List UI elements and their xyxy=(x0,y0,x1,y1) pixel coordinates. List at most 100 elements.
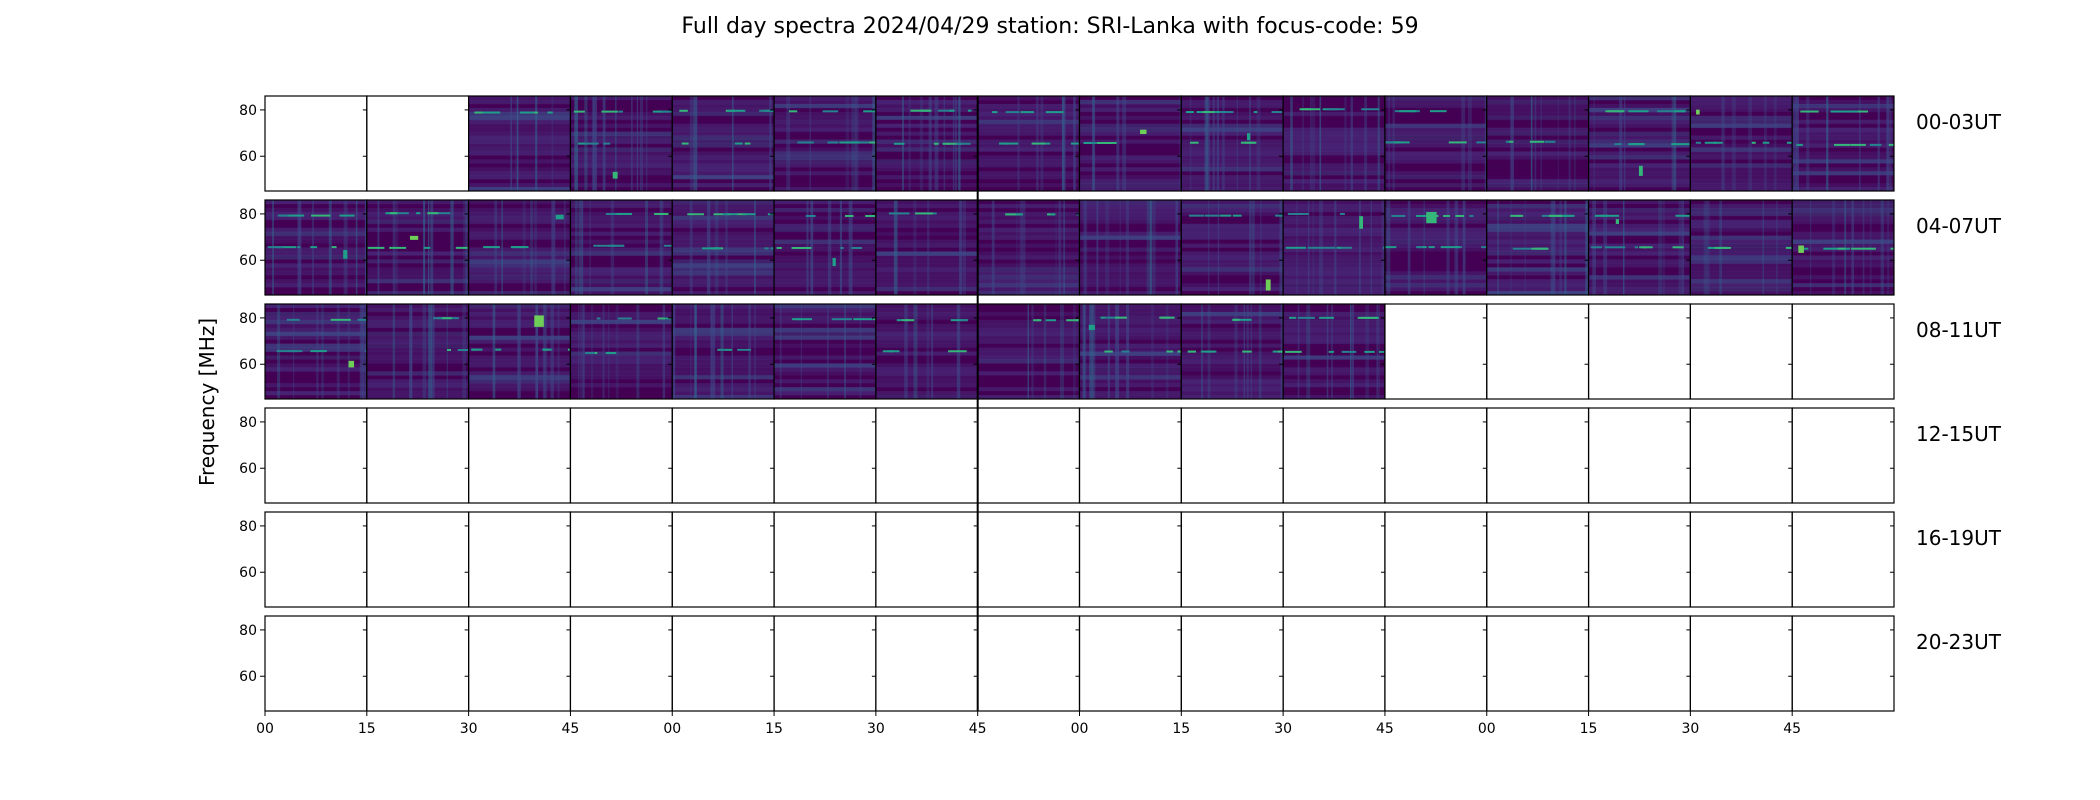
heatmap-streak xyxy=(1530,96,1533,191)
heatmap-streak xyxy=(844,304,846,399)
heatmap-carrier xyxy=(1205,350,1217,353)
heatmap-band xyxy=(977,131,1080,137)
heatmap-band xyxy=(1486,103,1589,109)
heatmap-band xyxy=(1283,251,1385,256)
heatmap-band xyxy=(875,207,978,213)
heatmap-band xyxy=(1486,167,1589,172)
heatmap-band xyxy=(265,247,367,252)
heatmap-band xyxy=(1181,203,1284,209)
spectrum-panel xyxy=(875,615,979,712)
panel-frame xyxy=(1587,407,1691,504)
spectrum-panel xyxy=(1282,511,1386,608)
heatmap-band xyxy=(672,227,775,233)
heatmap-band xyxy=(366,247,469,252)
heatmap-band xyxy=(1792,107,1894,113)
row-time-label: 00-03UT xyxy=(1916,110,2002,134)
heatmap-band xyxy=(265,255,367,260)
heatmap-band xyxy=(977,139,1080,144)
heatmap-band xyxy=(366,391,469,396)
heatmap-band xyxy=(366,251,469,256)
heatmap-streak xyxy=(347,304,350,399)
heatmap-streak xyxy=(1149,200,1152,295)
heatmap-band xyxy=(672,107,775,113)
heatmap-carrier xyxy=(1041,142,1051,145)
heatmap-band xyxy=(774,319,876,325)
heatmap-band xyxy=(1690,96,1793,101)
heatmap-band xyxy=(1792,111,1894,117)
heatmap-band xyxy=(672,151,775,156)
spectrum-panel xyxy=(1486,199,1590,296)
heatmap-streak xyxy=(845,96,850,191)
heatmap-band xyxy=(1181,219,1284,225)
heatmap-carrier xyxy=(296,246,301,249)
spectrum-panel xyxy=(1078,511,1182,608)
heatmap-band xyxy=(468,251,571,256)
heatmap-streak xyxy=(1084,200,1088,295)
heatmap-band xyxy=(672,159,775,164)
heatmap-band xyxy=(1079,247,1182,252)
heatmap-band xyxy=(1181,155,1284,160)
heatmap-band xyxy=(1079,375,1182,380)
heatmap-streak xyxy=(1887,96,1892,191)
spectrum-panel xyxy=(1587,199,1691,296)
heatmap-band xyxy=(1079,339,1182,345)
heatmap-band xyxy=(672,179,775,184)
heatmap-streak xyxy=(913,200,917,295)
heatmap-streak xyxy=(551,96,554,191)
spectrum-panel xyxy=(1689,407,1793,504)
heatmap-band xyxy=(1283,351,1385,356)
heatmap-carrier xyxy=(1786,141,1793,144)
heatmap-carrier xyxy=(310,350,327,353)
heatmap-band xyxy=(468,231,571,237)
heatmap-band xyxy=(1588,119,1691,125)
spectrum-panel xyxy=(468,95,572,192)
heatmap-band xyxy=(1792,275,1894,280)
spectrum-panel xyxy=(977,199,1081,296)
heatmap-band xyxy=(875,163,978,168)
heatmap-band xyxy=(468,111,571,117)
spectrum-panel xyxy=(1486,511,1590,608)
heatmap-band xyxy=(1690,275,1793,280)
panel-frame xyxy=(1486,511,1590,608)
heatmap-band xyxy=(1486,155,1589,160)
heatmap-band xyxy=(1181,271,1284,276)
heatmap-carrier xyxy=(1190,141,1199,144)
heatmap-band xyxy=(1486,200,1589,205)
heatmap-carrier xyxy=(1399,110,1416,113)
spectrum-panel xyxy=(1384,303,1488,400)
heatmap-carrier xyxy=(1240,141,1257,144)
heatmap-band xyxy=(1283,103,1385,109)
heatmap-carrier xyxy=(950,319,964,322)
heatmap-streak xyxy=(769,96,772,191)
heatmap-streak xyxy=(857,96,859,191)
heatmap-carrier xyxy=(603,142,611,145)
heatmap-band xyxy=(1079,363,1182,368)
heatmap-carrier xyxy=(664,317,672,320)
heatmap-band xyxy=(366,271,469,276)
heatmap-streak xyxy=(731,304,733,399)
heatmap-streak xyxy=(428,304,433,399)
heatmap-band xyxy=(570,307,673,313)
heatmap-band xyxy=(1283,227,1385,233)
heatmap-band xyxy=(1588,215,1691,221)
heatmap-band xyxy=(875,127,978,133)
heatmap-band xyxy=(366,367,469,372)
heatmap-band xyxy=(875,239,978,245)
heatmap-band xyxy=(672,327,775,333)
heatmap-streak xyxy=(1256,96,1261,191)
heatmap-band xyxy=(672,375,775,380)
heatmap-carrier xyxy=(1695,141,1702,144)
heatmap-streak xyxy=(1310,96,1312,191)
heatmap-band xyxy=(672,147,775,152)
heatmap-band xyxy=(366,307,469,313)
heatmap-band xyxy=(468,219,571,225)
heatmap-band xyxy=(1792,243,1894,248)
spectrum-heatmap xyxy=(1283,304,1385,399)
heatmap-streak xyxy=(1862,200,1865,295)
heatmap-carrier xyxy=(840,246,844,249)
heatmap-streak xyxy=(1748,96,1752,191)
spectrum-panel xyxy=(366,407,470,504)
heatmap-band xyxy=(1079,123,1182,129)
panel-frame xyxy=(773,615,877,712)
